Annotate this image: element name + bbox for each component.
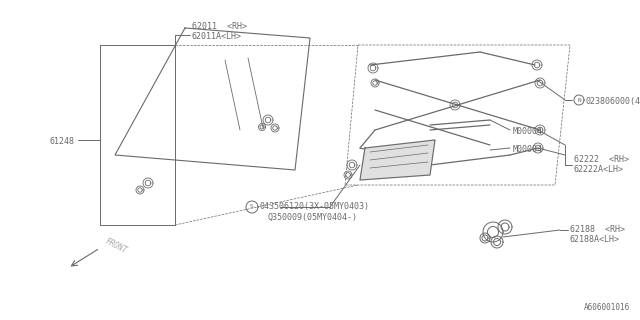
Text: 62188A<LH>: 62188A<LH> (570, 235, 620, 244)
Text: FRONT: FRONT (104, 237, 129, 255)
Text: 043506120(3X-05MY0403): 043506120(3X-05MY0403) (260, 202, 370, 211)
Text: N: N (577, 98, 581, 102)
Text: 62188  <RH>: 62188 <RH> (570, 225, 625, 234)
Text: 62011  <RH>: 62011 <RH> (192, 22, 247, 31)
Text: M00004: M00004 (513, 145, 543, 154)
Text: 023806000(4): 023806000(4) (586, 97, 640, 106)
Text: 61248: 61248 (50, 137, 75, 146)
Text: M00004: M00004 (513, 127, 543, 136)
Text: A606001016: A606001016 (584, 303, 630, 312)
Text: Q350009(05MY0404-): Q350009(05MY0404-) (267, 213, 357, 222)
Text: S: S (250, 204, 254, 210)
Polygon shape (360, 140, 435, 180)
Text: 62222A<LH>: 62222A<LH> (574, 165, 624, 174)
Text: 62011A<LH>: 62011A<LH> (192, 32, 242, 41)
Text: 62222  <RH>: 62222 <RH> (574, 155, 629, 164)
